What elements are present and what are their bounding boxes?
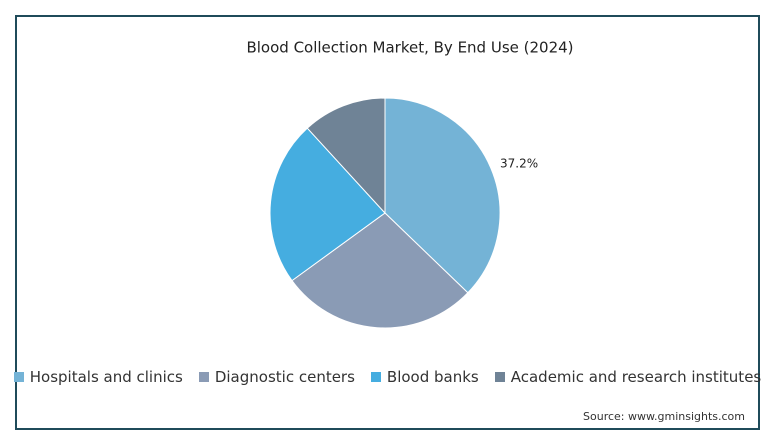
legend-item: Blood banks — [370, 368, 479, 386]
legend-label: Diagnostic centers — [214, 368, 355, 386]
legend-swatch — [198, 372, 209, 382]
legend-item: Hospitals and clinics — [13, 368, 183, 386]
legend: Hospitals and clinics Diagnostic centers B… — [0, 368, 775, 386]
legend-item: Diagnostic centers — [198, 368, 355, 386]
chart-title: Blood Collection Market, By End Use (202… — [246, 39, 573, 57]
pie-slice — [291, 212, 469, 329]
frame — [15, 15, 760, 430]
data-label: 37.2% — [500, 157, 538, 171]
pie-slice — [269, 127, 386, 282]
legend-swatch — [370, 372, 381, 382]
legend-label: Academic and research institutes — [510, 368, 762, 386]
legend-label: Blood banks — [386, 368, 479, 386]
legend-item: Academic and research institutes — [494, 368, 762, 386]
pie-slice — [384, 97, 501, 294]
pie-slice — [306, 97, 386, 215]
legend-swatch — [494, 372, 505, 382]
legend-label: Hospitals and clinics — [29, 368, 183, 386]
legend-swatch — [13, 372, 24, 382]
source: Source: www.gminsights.com — [583, 410, 745, 423]
